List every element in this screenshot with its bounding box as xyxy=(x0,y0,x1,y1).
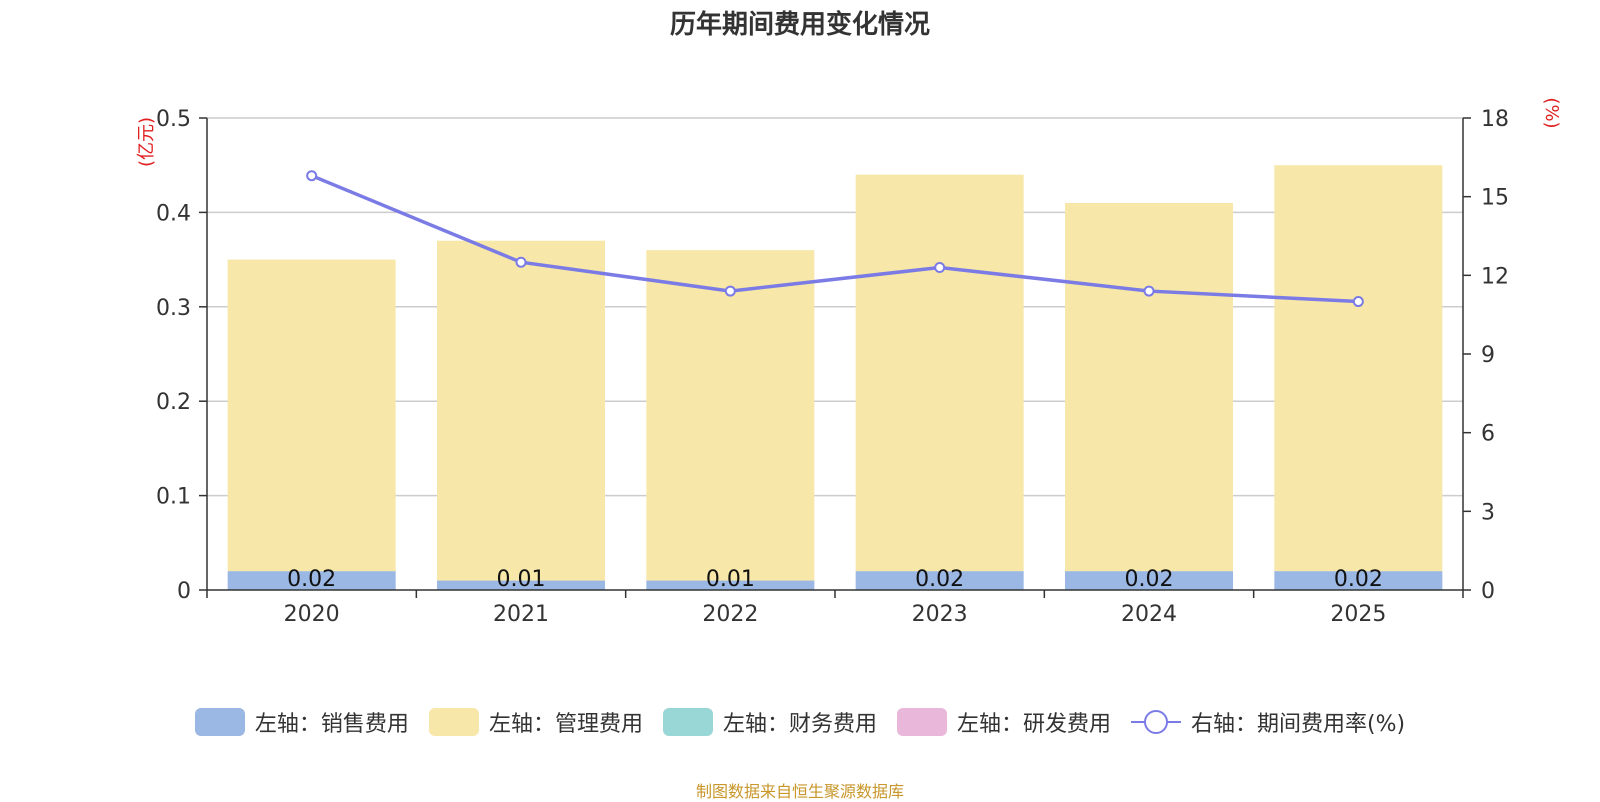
legend-item-ratio[interactable]: 右轴：期间费用率(%) xyxy=(1130,706,1406,738)
left-axis-unit: (亿元) xyxy=(136,117,157,167)
right-axis-unit: (%) xyxy=(1541,97,1562,128)
ratio-point xyxy=(1143,285,1155,297)
bar-data-label: 0.02 xyxy=(287,567,336,592)
x-axis-tick-label: 2022 xyxy=(702,602,758,627)
bar-admin xyxy=(855,174,1024,572)
bar-admin xyxy=(227,259,396,572)
legend-swatch-sales xyxy=(194,708,245,736)
bar-data-label: 0.02 xyxy=(1125,567,1174,592)
bar-data-label: 0.01 xyxy=(706,567,755,592)
legend-swatch-finance xyxy=(662,708,713,736)
chart-canvas: 0 0.1 0.2 0.3 0.4 0.5 0 3 6 9 12 15 18 (亿元) (%) 2020 202… xyxy=(136,97,1562,627)
legend-item-finance[interactable]: 左轴：财务费用 xyxy=(662,706,877,738)
legend-swatch-admin xyxy=(428,708,479,736)
x-axis-tick-label: 2025 xyxy=(1330,602,1386,627)
legend-label-finance: 左轴：财务费用 xyxy=(722,712,877,737)
right-axis-tick-label: 0 xyxy=(1481,579,1495,604)
x-axis-tick-label: 2020 xyxy=(284,602,340,627)
legend-item-sales[interactable]: 左轴：销售费用 xyxy=(194,706,409,738)
legend-swatch-ratio xyxy=(1130,708,1181,736)
left-axis-tick-label: 0 xyxy=(177,579,191,604)
right-axis-tick-label: 3 xyxy=(1481,500,1495,525)
left-axis-tick-label: 0.5 xyxy=(156,107,191,132)
ratio-line xyxy=(310,174,1359,304)
ratio-point xyxy=(306,170,318,182)
legend-label-ratio: 右轴：期间费用率(%) xyxy=(1190,712,1406,737)
left-axis-tick-label: 0.3 xyxy=(156,296,191,321)
bar-sales xyxy=(227,571,396,590)
bar-data-label: 0.02 xyxy=(915,567,964,592)
x-axis-tick-label: 2021 xyxy=(493,602,549,627)
bar-admin xyxy=(1065,202,1233,572)
legend-label-rd: 左轴：研发费用 xyxy=(956,712,1111,737)
bar-sales xyxy=(855,571,1024,590)
right-axis-tick-label: 15 xyxy=(1481,186,1509,211)
legend-item-admin[interactable]: 左轴：管理费用 xyxy=(428,706,643,738)
left-axis-tick-label: 0.2 xyxy=(156,390,191,415)
bar-data-label: 0.02 xyxy=(1334,567,1383,592)
bar-sales xyxy=(1274,571,1443,590)
right-axis-tick-label: 12 xyxy=(1481,264,1509,289)
legend-item-rd[interactable]: 左轴：研发费用 xyxy=(896,706,1111,738)
x-axis-tick-label: 2024 xyxy=(1121,602,1177,627)
bar-admin xyxy=(1274,165,1443,572)
bar-sales xyxy=(646,580,815,590)
left-axis-tick-label: 0.1 xyxy=(156,485,191,510)
right-axis-tick-label: 18 xyxy=(1481,107,1509,132)
ratio-point xyxy=(724,285,736,297)
bar-admin xyxy=(437,240,605,581)
ratio-point xyxy=(934,261,946,273)
right-axis-tick-label: 9 xyxy=(1481,343,1495,368)
right-axis-tick-label: 6 xyxy=(1481,422,1495,447)
bar-sales xyxy=(1065,571,1233,590)
bar-sales xyxy=(437,580,605,590)
x-axis-tick-label: 2023 xyxy=(912,602,968,627)
legend-label-sales: 左轴：销售费用 xyxy=(254,712,409,737)
ratio-point xyxy=(1352,296,1364,308)
legend: 左轴：销售费用 左轴：管理费用 左轴：财务费用 左轴：研发费用 右轴：期间费用率… xyxy=(0,706,1600,738)
chart-title: 历年期间费用变化情况 xyxy=(669,10,930,40)
data-source-footer: 制图数据来自恒生聚源数据库 xyxy=(695,782,904,801)
legend-swatch-rd xyxy=(896,708,947,736)
ratio-point xyxy=(515,256,527,268)
legend-label-admin: 左轴：管理费用 xyxy=(488,712,643,737)
left-axis-tick-label: 0.4 xyxy=(156,201,191,226)
bar-data-label: 0.01 xyxy=(497,567,546,592)
bar-admin xyxy=(646,250,815,581)
